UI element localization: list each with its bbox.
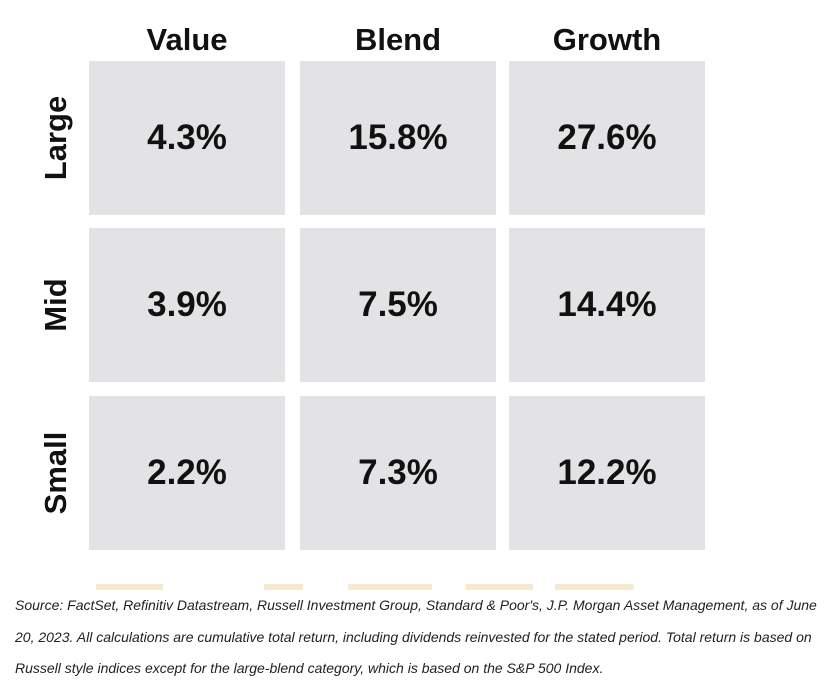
row-header-label: Small [38, 431, 73, 515]
cell-large-blend: 15.8% [300, 61, 496, 215]
source-note: Source: FactSet, Refinitiv Datastream, R… [15, 597, 817, 676]
cell-mid-value: 3.9% [89, 228, 285, 382]
cell-small-growth: 12.2% [509, 396, 705, 550]
cropped-text-fragment [96, 584, 656, 590]
cell-large-value: 4.3% [89, 61, 285, 215]
row-header-mid: Mid [31, 228, 81, 382]
cell-large-growth: 27.6% [509, 61, 705, 215]
cell-small-value: 2.2% [89, 396, 285, 550]
cell-mid-blend: 7.5% [300, 228, 496, 382]
column-header-value: Value [146, 22, 228, 57]
column-header-blend: Blend [354, 22, 442, 57]
style-box-chart: Value Blend Growth Large Mid Small 4.3% 15.8% 27… [31, 22, 705, 550]
row-header-label: Large [38, 95, 73, 181]
cell-small-blend: 7.3% [300, 396, 496, 550]
row-header-label: Mid [38, 278, 73, 332]
cell-mid-growth: 14.4% [509, 228, 705, 382]
row-header-small: Small [31, 396, 81, 550]
row-header-large: Large [31, 61, 81, 215]
column-header-growth: Growth [552, 22, 662, 57]
